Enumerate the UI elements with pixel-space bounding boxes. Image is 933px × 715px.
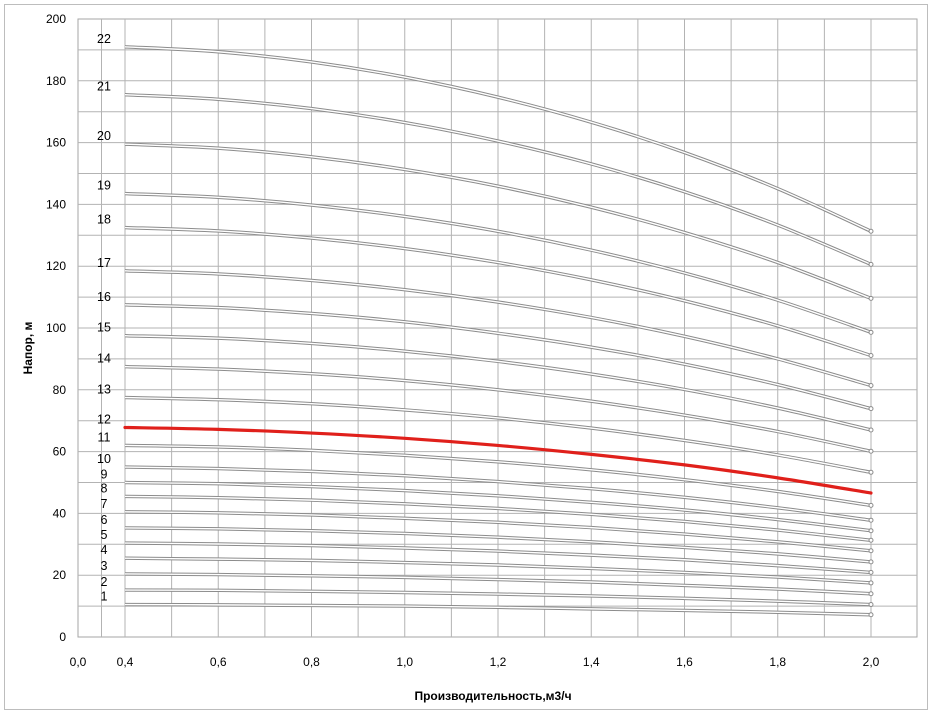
y-tick-label: 20 (53, 568, 67, 582)
curve-label-3: 3 (101, 559, 108, 573)
x-tick-label: 1,4 (583, 655, 600, 669)
y-tick-label: 40 (53, 506, 67, 520)
curve-20-endpoint (868, 295, 874, 301)
curve-8-inner (124, 495, 872, 541)
curve-1-endpoint (868, 612, 874, 618)
curve-label-14: 14 (97, 352, 111, 366)
x-tick-label: 0,6 (210, 655, 227, 669)
curve-22-endpoint (868, 228, 874, 234)
x-tick-label: 2,0 (863, 655, 880, 669)
curve-12 (123, 425, 873, 495)
x-tick-label: 1,8 (769, 655, 786, 669)
curve-label-19: 19 (97, 179, 111, 193)
curve-11-endpoint (868, 502, 874, 508)
curve-19-inner (124, 192, 872, 333)
y-tick-label: 120 (46, 259, 66, 273)
curve-label-15: 15 (97, 321, 111, 335)
curve-21-inner (124, 94, 872, 265)
curve-4-inner (124, 557, 872, 584)
curve-18-inner (124, 226, 872, 357)
curve-4-endpoint (868, 580, 874, 586)
curve-label-16: 16 (97, 290, 111, 304)
y-tick-label: 160 (46, 136, 66, 150)
x-tick-label: 1,2 (490, 655, 507, 669)
curve-label-5: 5 (101, 528, 108, 542)
y-tick-label: 80 (53, 383, 67, 397)
curve-label-10: 10 (97, 452, 111, 466)
curve-11-inner (124, 444, 872, 507)
curve-label-9: 9 (101, 468, 108, 482)
x-tick-label: 1,0 (396, 655, 413, 669)
y-tick-label: 140 (46, 197, 66, 211)
curve-6-inner (124, 527, 872, 563)
curve-7-inner (124, 511, 872, 552)
curve-label-2: 2 (101, 575, 108, 589)
curve-10-endpoint (868, 517, 874, 523)
y-axis-title: Напор, м (21, 321, 35, 374)
y-tick-label: 0 (59, 630, 66, 644)
curve-3-endpoint (868, 591, 874, 597)
curve-8-endpoint (868, 537, 874, 543)
curve-label-18: 18 (97, 213, 111, 227)
x-tick-label: 1,6 (676, 655, 693, 669)
curve-label-8: 8 (101, 481, 108, 495)
curve-1-inner (124, 603, 872, 616)
curve-13-inner (124, 396, 872, 473)
curve-label-7: 7 (101, 497, 108, 511)
curve-label-13: 13 (97, 383, 111, 397)
curve-16-endpoint (868, 406, 874, 412)
curve-14-endpoint (868, 448, 874, 454)
curve-label-12: 12 (97, 412, 111, 426)
x-tick-label: 0,0 (70, 655, 87, 669)
curve-5-endpoint (868, 569, 874, 575)
curve-label-4: 4 (101, 543, 108, 557)
curve-label-1: 1 (101, 590, 108, 604)
curve-2-endpoint (868, 602, 874, 608)
curve-7-endpoint (868, 548, 874, 554)
curve-13-endpoint (868, 469, 874, 475)
grid (77, 18, 918, 638)
curve-label-22: 22 (97, 32, 111, 46)
curve-19-endpoint (868, 329, 874, 335)
curve-5-inner (124, 542, 872, 574)
curve-15-endpoint (868, 427, 874, 433)
curve-10-inner (124, 466, 872, 521)
curves (123, 45, 874, 618)
curve-label-6: 6 (101, 513, 108, 527)
x-tick-label: 0,4 (117, 655, 134, 669)
curve-9-endpoint (868, 528, 874, 534)
curve-17-inner (124, 270, 872, 387)
y-tick-label: 180 (46, 74, 66, 88)
curve-label-11: 11 (98, 430, 111, 444)
curve-21-endpoint (868, 261, 874, 267)
curve-9-inner (124, 481, 872, 532)
x-tick-label: 0,8 (303, 655, 320, 669)
curve-16-inner (124, 304, 872, 410)
y-tick-label: 200 (46, 12, 66, 26)
curve-20-inner (124, 143, 872, 299)
curve-17-endpoint (868, 382, 874, 388)
curve-2-inner (124, 589, 872, 606)
chart-frame (4, 4, 928, 710)
curve-14-inner (124, 365, 872, 452)
curve-label-21: 21 (97, 80, 111, 94)
curve-6-endpoint (868, 559, 874, 565)
curve-label-20: 20 (97, 129, 111, 143)
y-tick-label: 100 (46, 321, 66, 335)
curve-22-inner (124, 46, 872, 232)
curve-label-17: 17 (97, 256, 111, 270)
y-tick-label: 60 (53, 445, 67, 459)
curve-18-endpoint (868, 353, 874, 359)
curve-3-inner (124, 573, 872, 595)
x-axis-title: Производительность,м3/ч (414, 689, 571, 703)
curve-15-inner (124, 335, 872, 431)
